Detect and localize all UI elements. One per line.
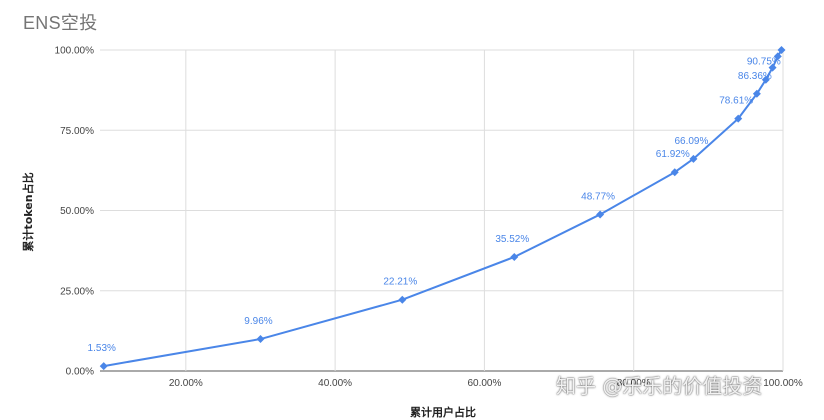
data-point-marker [773, 52, 782, 61]
data-point-marker [689, 154, 698, 163]
x-tick-label: 20.00% [169, 378, 203, 389]
y-tick-label: 75.00% [60, 126, 94, 137]
watermark-text: 知乎 @乐乐的价值投资 [556, 374, 763, 398]
data-labels: 1.53% 9.96% 22.21% 35.52% 48.77% 61.92% 66.09%… [88, 57, 781, 354]
axes: 0.00% 25.00% 50.00% 75.00% 100.00% 20.00% 40.0… [55, 46, 803, 390]
data-point-marker [256, 335, 265, 344]
gridlines [100, 49, 784, 372]
data-point-marker [752, 89, 761, 98]
data-label: 86.36% [738, 71, 772, 82]
series-line [99, 46, 786, 371]
chart-title: ENS空投 [23, 13, 98, 33]
data-point-marker [777, 46, 786, 54]
data-label: 22.21% [383, 277, 417, 288]
x-tick-label: 40.00% [318, 378, 352, 389]
data-label: 48.77% [581, 191, 615, 202]
series-path [103, 49, 783, 368]
x-axis-title: 累计用户占比 [410, 405, 476, 419]
x-tick-label: 80.00% [617, 378, 651, 389]
data-label: 1.53% [88, 343, 116, 354]
data-label: 78.61% [719, 96, 753, 107]
y-tick-label: 100.00% [55, 46, 95, 57]
y-tick-label: 50.00% [60, 206, 94, 217]
data-point-marker [670, 168, 679, 177]
data-point-marker [596, 210, 605, 219]
x-tick-label: 100.00% [763, 378, 803, 389]
y-tick-label: 0.00% [66, 367, 94, 378]
data-point-marker [761, 75, 770, 84]
data-label: 9.96% [244, 316, 272, 327]
data-point-marker [734, 114, 743, 123]
data-point-marker [99, 362, 108, 371]
data-point-marker [510, 252, 519, 261]
x-tick-label: 60.00% [467, 378, 501, 389]
data-label: 66.09% [674, 136, 708, 147]
data-label: 35.52% [495, 234, 529, 245]
y-axis-title: 累计token占比 [21, 172, 35, 251]
data-point-marker [398, 295, 407, 304]
data-label: 90.75% [747, 57, 781, 68]
y-tick-label: 25.00% [60, 286, 94, 297]
data-point-marker [768, 63, 777, 72]
data-label: 61.92% [656, 149, 690, 160]
